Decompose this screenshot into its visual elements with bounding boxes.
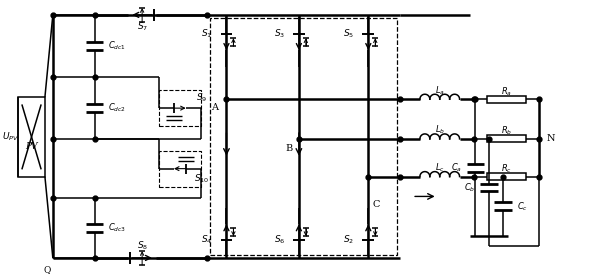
Text: $S_7$: $S_7$ xyxy=(137,21,148,33)
Bar xyxy=(488,135,526,142)
Text: N: N xyxy=(547,134,555,143)
Text: $C_{dc1}$: $C_{dc1}$ xyxy=(108,40,126,52)
Bar xyxy=(159,151,201,186)
Text: $C_b$: $C_b$ xyxy=(464,181,475,194)
Text: B: B xyxy=(285,144,292,153)
Text: $C_{dc3}$: $C_{dc3}$ xyxy=(108,222,126,234)
Text: $L_c$: $L_c$ xyxy=(435,161,444,174)
Text: C: C xyxy=(373,200,380,209)
Text: $S_{10}$: $S_{10}$ xyxy=(194,172,209,185)
Bar xyxy=(159,90,201,126)
Text: $S_5$: $S_5$ xyxy=(344,28,354,40)
Text: $R_c$: $R_c$ xyxy=(501,163,512,175)
Text: $S_9$: $S_9$ xyxy=(196,92,207,104)
Bar xyxy=(210,18,397,255)
Text: $L_a$: $L_a$ xyxy=(435,84,444,97)
Text: $R_a$: $R_a$ xyxy=(501,85,512,98)
Bar xyxy=(488,96,526,103)
Text: PV: PV xyxy=(26,142,38,151)
Text: $C_c$: $C_c$ xyxy=(517,200,528,213)
Text: $L_b$: $L_b$ xyxy=(435,124,445,136)
Text: Q: Q xyxy=(43,265,50,274)
Text: $S_4$: $S_4$ xyxy=(201,234,213,246)
Text: $R_b$: $R_b$ xyxy=(501,125,513,137)
Text: $C_a$: $C_a$ xyxy=(451,161,461,174)
Text: $S_8$: $S_8$ xyxy=(137,240,148,252)
Text: $U_{PV}$: $U_{PV}$ xyxy=(2,131,19,143)
Text: $S_6$: $S_6$ xyxy=(274,234,285,246)
Text: $C_{dc2}$: $C_{dc2}$ xyxy=(108,102,126,114)
Text: $S_3$: $S_3$ xyxy=(274,28,285,40)
Bar xyxy=(488,173,526,180)
Text: $S_2$: $S_2$ xyxy=(344,234,354,246)
Text: $S_1$: $S_1$ xyxy=(201,28,213,40)
Text: A: A xyxy=(211,103,218,112)
Bar xyxy=(18,97,45,177)
